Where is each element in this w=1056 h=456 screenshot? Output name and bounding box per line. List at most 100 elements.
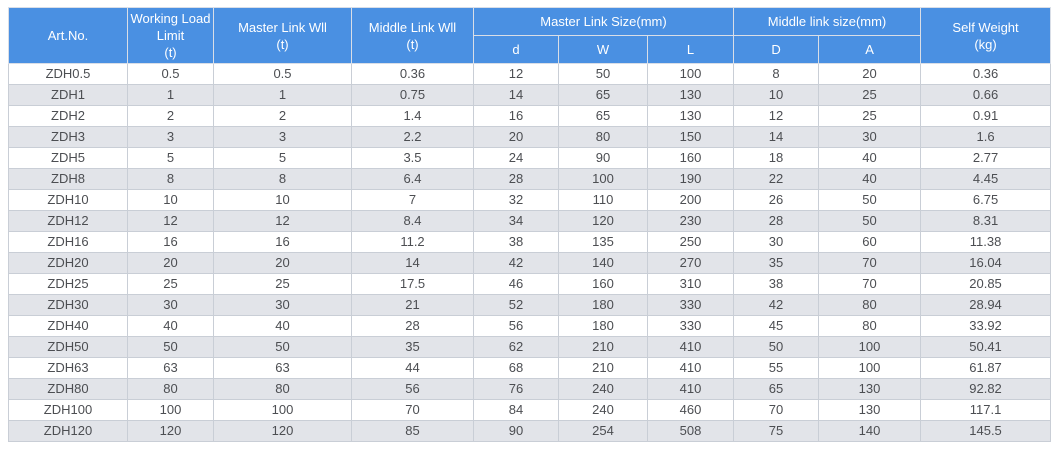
art-no-cell: ZDH100	[8, 399, 128, 421]
table-cell: 20	[213, 252, 352, 274]
art-no-cell: ZDH1	[8, 84, 128, 106]
table-cell: 230	[646, 210, 735, 232]
table-cell: 2	[127, 105, 214, 127]
table-row: ZDH30 30 30 21 52 180 330 42 80 28.94	[8, 294, 1052, 316]
table-cell: 16	[473, 105, 559, 127]
table-cell: 8	[127, 168, 214, 190]
table-cell: 21	[351, 294, 474, 316]
table-cell: 65	[558, 84, 648, 106]
table-row: ZDH12 12 12 8.4 34 120 230 28 50 8.31	[8, 210, 1052, 232]
table-cell: 90	[558, 147, 648, 169]
table-cell: 160	[646, 147, 735, 169]
table-cell: 75	[733, 420, 820, 442]
table-cell: 50	[127, 336, 214, 358]
table-cell: 410	[646, 378, 735, 400]
header-row-subcolumns: d W L D A	[9, 35, 1051, 64]
table-cell: 16.04	[920, 252, 1052, 274]
table-cell: 100	[558, 168, 648, 190]
table-cell: 33.92	[920, 315, 1052, 337]
table-cell: 55	[733, 357, 820, 379]
table-cell: 130	[818, 378, 922, 400]
table-cell: 508	[646, 420, 735, 442]
sub-header-w: W	[558, 35, 648, 64]
group-header-middle-link-size: Middle link size(mm)	[733, 7, 922, 36]
table-cell: 38	[733, 273, 820, 295]
table-cell: 254	[558, 420, 648, 442]
table-cell: 240	[558, 399, 648, 421]
art-no-cell: ZDH20	[8, 252, 128, 274]
table-cell: 34	[473, 210, 559, 232]
table-cell: 40	[818, 147, 922, 169]
table-cell: 10	[127, 189, 214, 211]
table-cell: 120	[127, 420, 214, 442]
art-no-cell: ZDH10	[8, 189, 128, 211]
table-cell: 35	[733, 252, 820, 274]
table-cell: 210	[558, 336, 648, 358]
sub-header-l: L	[646, 35, 735, 64]
table-cell: 100	[127, 399, 214, 421]
table-cell: 14	[473, 84, 559, 106]
table-cell: 70	[818, 252, 922, 274]
col-header-middle-link-wll: Middle Link Wll (t)	[351, 7, 474, 64]
table-cell: 80	[558, 126, 648, 148]
table-row: ZDH8 8 8 6.4 28 100 190 22 40 4.45	[8, 168, 1052, 190]
group-header-master-link-size: Master Link Size(mm)	[472, 7, 735, 36]
table-cell: 35	[351, 336, 474, 358]
sub-header-a: A	[818, 35, 922, 64]
table-cell: 145.5	[920, 420, 1052, 442]
table-cell: 330	[646, 315, 735, 337]
table-cell: 0.5	[127, 63, 214, 85]
product-spec-table: Art.No. Working Load Limit (t) Master Li…	[8, 7, 1052, 442]
table-cell: 11.2	[351, 231, 474, 253]
table-cell: 0.36	[351, 63, 474, 85]
table-row: ZDH10 10 10 7 32 110 200 26 50 6.75	[8, 189, 1052, 211]
table-cell: 52	[473, 294, 559, 316]
col-header-self-weight: Self Weight (kg)	[920, 7, 1052, 64]
table-cell: 135	[558, 231, 648, 253]
table-cell: 0.66	[920, 84, 1052, 106]
table-row: ZDH5 5 5 3.5 24 90 160 18 40 2.77	[8, 147, 1052, 169]
table-cell: 28	[351, 315, 474, 337]
header-row-groups: Art.No. Working Load Limit (t) Master Li…	[8, 7, 1052, 64]
table-cell: 2.2	[351, 126, 474, 148]
table-cell: 63	[213, 357, 352, 379]
table-cell: 40	[818, 168, 922, 190]
table-cell: 62	[473, 336, 559, 358]
table-cell: 30	[733, 231, 820, 253]
table-cell: 26	[733, 189, 820, 211]
table-cell: 0.5	[213, 63, 352, 85]
table-cell: 120	[213, 420, 352, 442]
table-cell: 42	[733, 294, 820, 316]
table-cell: 160	[558, 273, 648, 295]
table-cell: 1	[213, 84, 352, 106]
table-cell: 50	[818, 210, 922, 232]
table-cell: 117.1	[920, 399, 1052, 421]
table-cell: 130	[818, 399, 922, 421]
table-body: ZDH0.5 0.5 0.5 0.36 12 50 100 8 20 0.36 ZDH1 1 1 0.75…	[8, 63, 1052, 442]
table-cell: 22	[733, 168, 820, 190]
table-cell: 28	[733, 210, 820, 232]
table-cell: 46	[473, 273, 559, 295]
table-cell: 20	[127, 252, 214, 274]
col-header-art-no: Art.No.	[8, 7, 128, 64]
table-cell: 44	[351, 357, 474, 379]
table-cell: 25	[213, 273, 352, 295]
table-cell: 68	[473, 357, 559, 379]
table-row: ZDH120 120 120 85 90 254 508 75 140 145.5	[8, 420, 1052, 442]
table-cell: 61.87	[920, 357, 1052, 379]
table-cell: 80	[818, 294, 922, 316]
table-cell: 50.41	[920, 336, 1052, 358]
table-cell: 130	[646, 105, 735, 127]
table-cell: 28	[473, 168, 559, 190]
table-cell: 20.85	[920, 273, 1052, 295]
table-row: ZDH0.5 0.5 0.5 0.36 12 50 100 8 20 0.36	[8, 63, 1052, 85]
table-cell: 0.91	[920, 105, 1052, 127]
table-cell: 25	[818, 84, 922, 106]
art-no-cell: ZDH120	[8, 420, 128, 442]
table-cell: 8	[213, 168, 352, 190]
table-cell: 45	[733, 315, 820, 337]
table-cell: 56	[351, 378, 474, 400]
table-cell: 14	[733, 126, 820, 148]
table-cell: 38	[473, 231, 559, 253]
table-cell: 140	[818, 420, 922, 442]
